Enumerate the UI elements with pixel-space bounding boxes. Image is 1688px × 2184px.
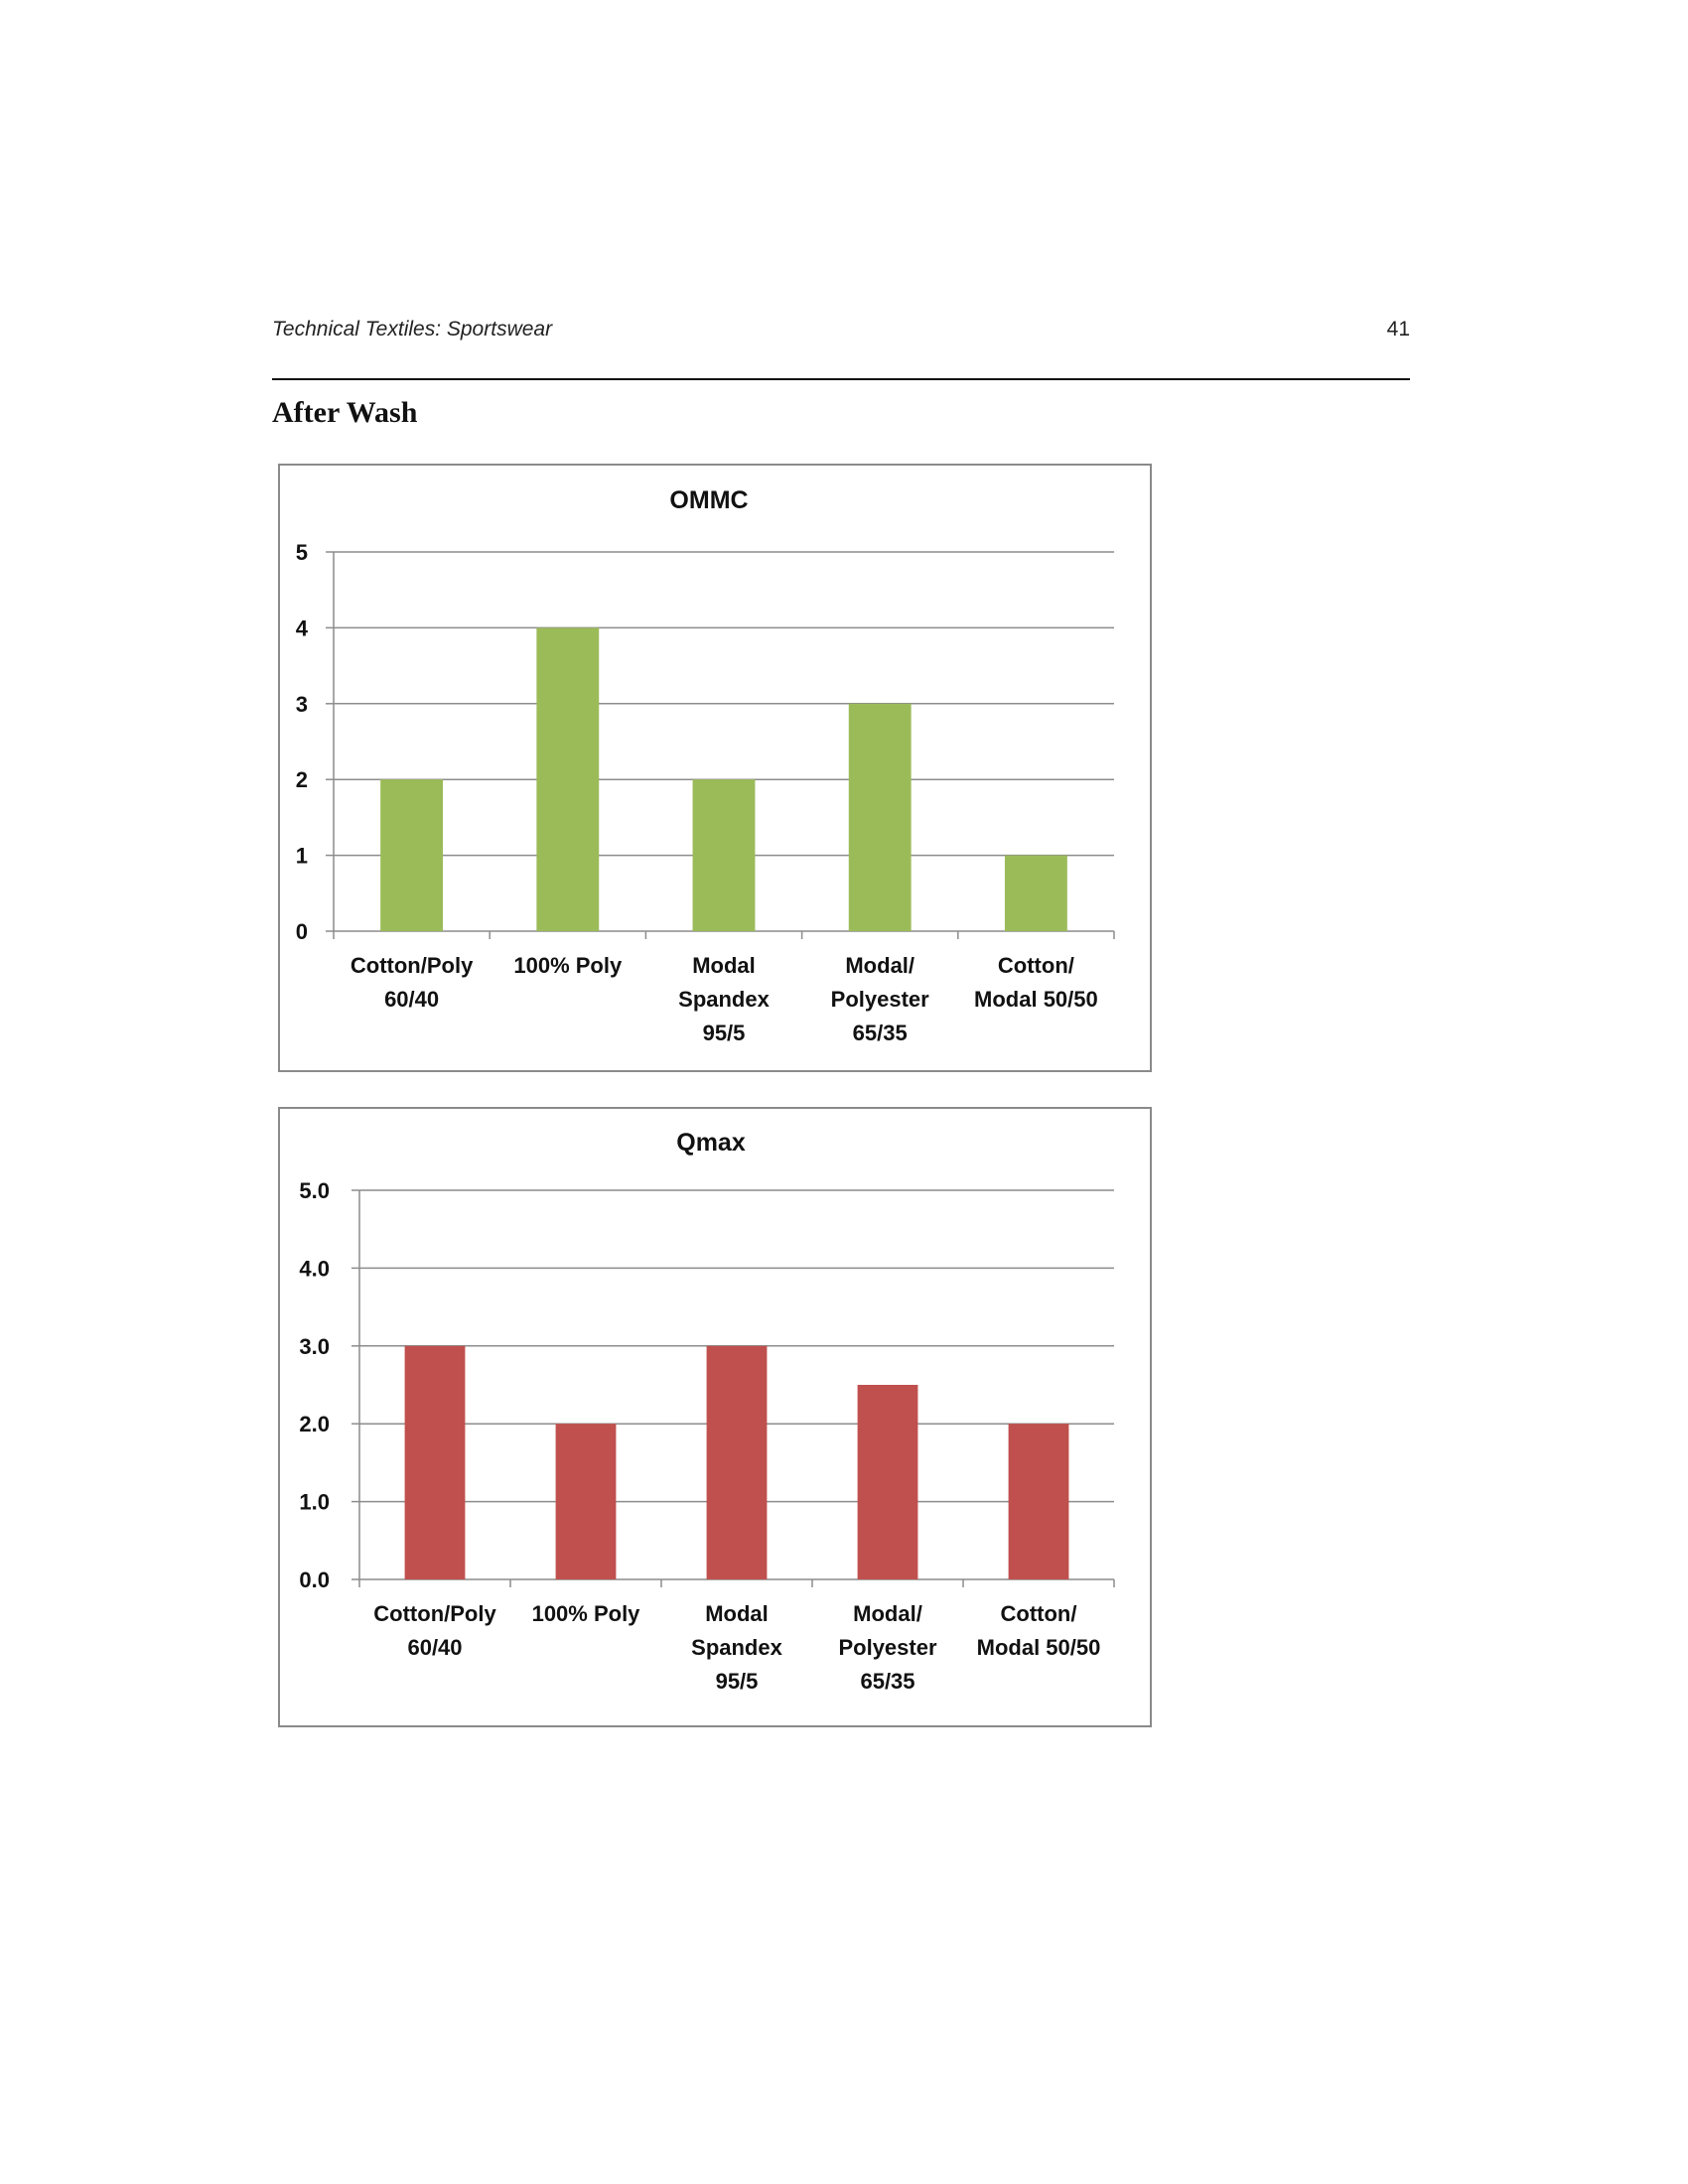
- ommc-bar: [380, 779, 444, 931]
- ommc-bar: [536, 627, 600, 931]
- ommc-chart-title: OMMC: [669, 486, 748, 514]
- ommc-ytick-label: 5: [296, 540, 308, 565]
- qmax-ytick-label: 0.0: [299, 1568, 330, 1592]
- qmax-ytick-label: 3.0: [299, 1334, 330, 1359]
- ommc-category-label: Modal Spandex 95/5: [678, 953, 770, 1045]
- ommc-category-label: Cotton/Poly 60/40: [351, 953, 474, 1012]
- ommc-category-label: Modal/Polyester 65/35: [831, 953, 929, 1045]
- ommc-ytick-label: 2: [296, 767, 308, 792]
- section-heading: After Wash: [272, 396, 418, 429]
- qmax-bar: [706, 1345, 768, 1579]
- qmax-category-label: Cotton/Modal 50/50: [977, 1601, 1101, 1660]
- ommc-ytick-label: 4: [296, 615, 309, 640]
- qmax-category-label: Modal Spandex 95/5: [691, 1601, 782, 1694]
- ommc-ytick-label: 0: [296, 919, 308, 944]
- qmax-bar: [555, 1424, 617, 1579]
- header-rule: [272, 378, 1410, 380]
- ommc-bar: [848, 703, 912, 931]
- ommc-bar: [1004, 855, 1067, 931]
- qmax-ytick-label: 4.0: [299, 1256, 330, 1281]
- page-number: 41: [1386, 318, 1410, 341]
- ommc-chart-frame: [278, 464, 1152, 1072]
- running-title: Technical Textiles: Sportswear: [272, 318, 553, 341]
- qmax-chart-title: Qmax: [676, 1129, 746, 1157]
- qmax-category-label: Cotton/Poly 60/40: [373, 1601, 496, 1660]
- ommc-bar: [692, 779, 756, 931]
- qmax-ytick-label: 5.0: [299, 1178, 330, 1203]
- qmax-category-label: 100% Poly: [532, 1601, 641, 1626]
- ommc-ytick-label: 1: [296, 844, 308, 869]
- ommc-category-label: Cotton/Modal 50/50: [974, 953, 1098, 1012]
- qmax-ytick-label: 1.0: [299, 1490, 330, 1515]
- qmax-bar: [404, 1345, 466, 1579]
- qmax-bar: [857, 1385, 918, 1579]
- qmax-category-label: Modal/Polyester 65/35: [838, 1601, 936, 1694]
- ommc-category-label: 100% Poly: [513, 953, 623, 978]
- ommc-ytick-label: 3: [296, 692, 308, 717]
- qmax-ytick-label: 2.0: [299, 1412, 330, 1436]
- qmax-bar: [1008, 1424, 1069, 1579]
